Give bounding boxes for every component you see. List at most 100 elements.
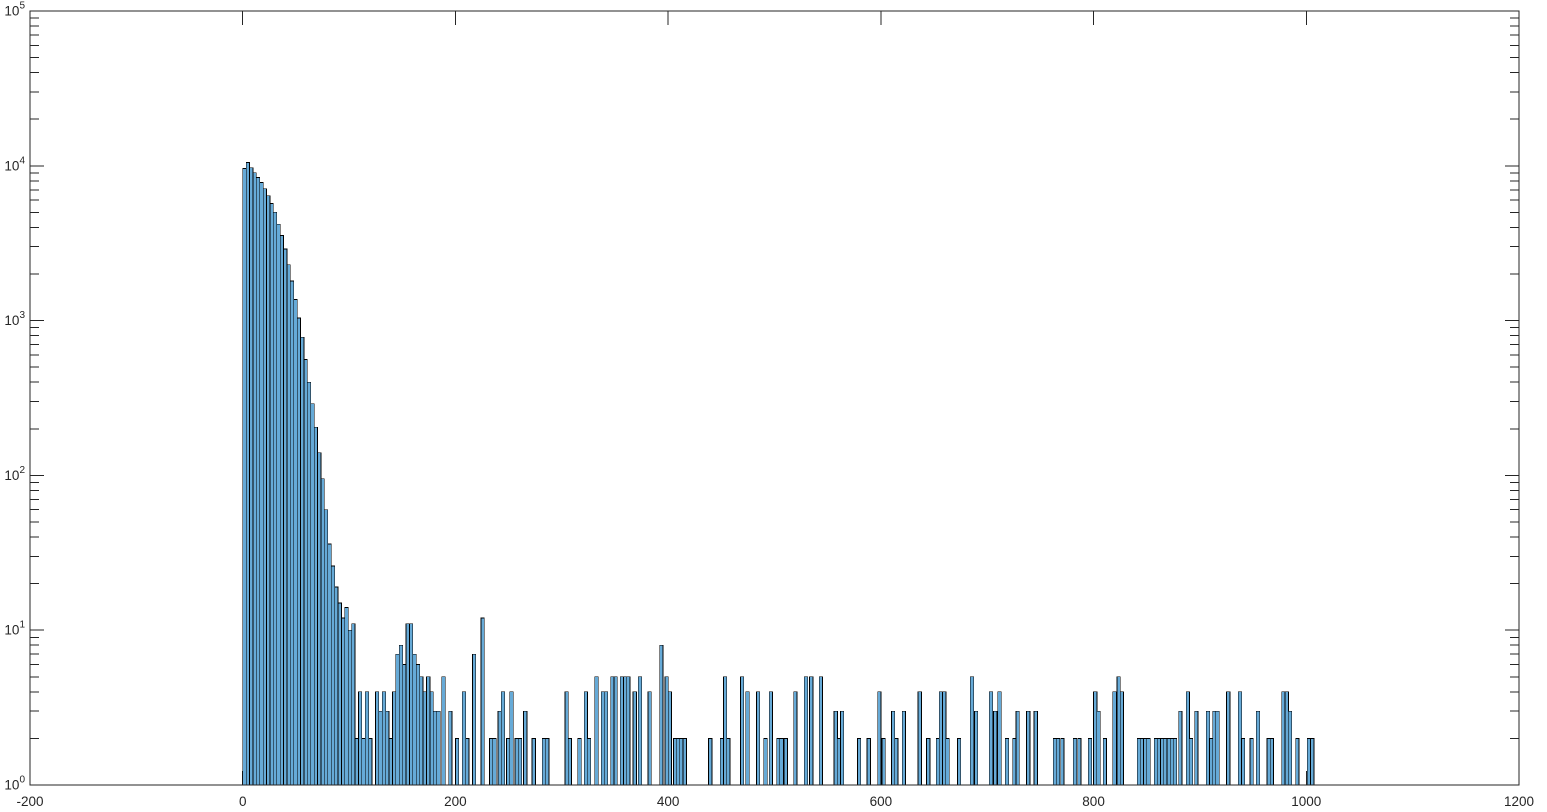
histogram-bar	[465, 738, 470, 786]
histogram-bar	[866, 738, 871, 786]
histogram-bar	[426, 676, 431, 786]
histogram-bar	[266, 195, 271, 786]
histogram-bar	[283, 248, 288, 786]
x-tick-label: 400	[657, 794, 680, 809]
histogram-bar	[1146, 738, 1151, 786]
histogram-bar	[969, 676, 974, 786]
histogram-bar	[768, 691, 773, 786]
histogram-bar	[409, 623, 414, 786]
histogram-bar	[626, 676, 631, 786]
histogram-bar	[351, 623, 356, 786]
histogram-bar	[317, 452, 322, 786]
histogram-bar	[436, 710, 441, 786]
histogram-bar	[1096, 710, 1101, 786]
x-tick-label: 1200	[1504, 794, 1534, 809]
histogram-bar	[638, 676, 643, 786]
histogram-bar	[448, 710, 453, 786]
histogram-bar	[1226, 691, 1231, 786]
histogram-bar	[255, 177, 261, 786]
histogram-bar	[840, 710, 845, 786]
histogram-bar	[531, 738, 536, 786]
x-tick-label: 600	[870, 794, 893, 809]
histogram-bar	[1015, 710, 1020, 786]
histogram-bar	[432, 710, 438, 786]
histogram-bar	[361, 738, 366, 786]
histogram-bar	[381, 691, 387, 786]
histogram-bar	[1033, 710, 1038, 786]
histogram-bar	[988, 691, 994, 786]
histogram-bar	[1073, 738, 1078, 786]
histogram-bar	[344, 607, 349, 786]
histogram-bar	[514, 738, 519, 786]
histogram-bar	[385, 710, 390, 786]
histogram-bar	[422, 691, 427, 786]
histogram-bar	[492, 738, 497, 786]
histogram-bar	[1119, 691, 1124, 786]
histogram-bar	[364, 691, 369, 786]
histogram-bar	[586, 738, 592, 786]
histogram-bar	[1241, 738, 1246, 786]
histogram-bar	[489, 738, 494, 786]
y-axis-ticks	[30, 10, 1519, 786]
histogram-bar	[307, 381, 312, 786]
histogram-bar	[375, 691, 380, 786]
histogram-bar	[1055, 738, 1061, 786]
histogram-bar	[603, 691, 609, 786]
histogram-bar	[276, 223, 281, 786]
histogram-bar	[392, 691, 397, 786]
histogram-bar	[252, 172, 257, 786]
histogram-bar	[783, 738, 788, 786]
y-tick-label: 104	[4, 155, 25, 173]
histogram-bar	[472, 653, 477, 786]
histogram-bar	[1087, 738, 1093, 786]
histogram-bar	[506, 738, 511, 786]
histogram-bar	[497, 710, 502, 786]
histogram-bar	[249, 167, 254, 786]
histogram-bar	[415, 664, 421, 786]
histogram-bar	[1194, 710, 1199, 786]
histogram-bar	[1077, 738, 1082, 786]
histogram-bar	[279, 235, 284, 786]
y-tick-label: 105	[4, 1, 25, 19]
histogram-bar	[245, 162, 250, 786]
histogram-bar	[877, 691, 882, 786]
histogram-bar	[726, 738, 731, 786]
x-tick-label: -200	[16, 794, 43, 809]
histogram-bar	[894, 738, 899, 786]
histogram-bar	[779, 738, 784, 786]
histogram-bar	[945, 738, 950, 786]
histogram-bar	[412, 653, 417, 786]
histogram-bar	[567, 738, 572, 786]
x-tick-labels: -200 0 200 400 600 800 1000 1200	[16, 794, 1534, 809]
histogram-bar	[957, 738, 962, 786]
histogram-bar	[803, 676, 809, 786]
histogram-bar	[793, 691, 798, 786]
histogram-bar	[818, 676, 823, 786]
histogram-bar	[501, 691, 506, 786]
histogram-bar	[320, 478, 325, 786]
histogram-bar	[461, 691, 466, 786]
histogram-bar	[763, 738, 768, 786]
histogram-bar	[1295, 738, 1300, 786]
histogram-bar	[756, 691, 761, 786]
histogram-bar	[1255, 710, 1261, 786]
histogram-bar	[881, 738, 886, 786]
histogram-bar	[242, 168, 247, 786]
histogram-bar	[541, 738, 546, 786]
histogram-bar	[405, 623, 410, 786]
histogram-bar	[324, 509, 329, 786]
histogram-bar	[632, 691, 637, 786]
histogram-bar	[1287, 710, 1292, 786]
histogram-bar	[300, 336, 305, 786]
x-tick-label: 0	[239, 794, 247, 809]
histogram-bar	[402, 664, 407, 786]
histogram-bar	[509, 691, 514, 786]
histogram-bar	[1269, 738, 1274, 786]
plot-border	[29, 10, 1520, 786]
histogram-bar	[993, 710, 998, 786]
histogram-bar	[337, 602, 342, 786]
histogram-bar	[327, 543, 332, 786]
histogram-bar	[269, 203, 274, 786]
histogram-bar	[1060, 738, 1065, 786]
y-tick-label: 103	[4, 310, 25, 328]
